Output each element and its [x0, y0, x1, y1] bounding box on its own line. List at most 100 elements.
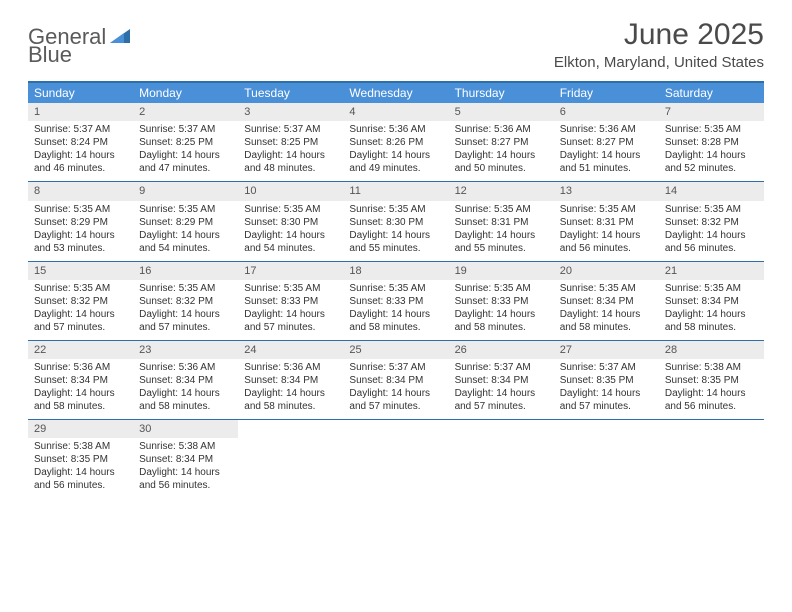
day-number: 26: [449, 341, 554, 359]
calendar-cell: 25Sunrise: 5:37 AMSunset: 8:34 PMDayligh…: [343, 340, 448, 419]
day-detail: Sunrise: 5:35 AMSunset: 8:32 PMDaylight:…: [659, 201, 764, 261]
day-number: 28: [659, 341, 764, 359]
day-number: 22: [28, 341, 133, 359]
day-detail: Sunrise: 5:36 AMSunset: 8:34 PMDaylight:…: [133, 359, 238, 419]
calendar-cell: 29Sunrise: 5:38 AMSunset: 8:35 PMDayligh…: [28, 420, 133, 499]
calendar-cell: 16Sunrise: 5:35 AMSunset: 8:32 PMDayligh…: [133, 261, 238, 340]
calendar-cell: 10Sunrise: 5:35 AMSunset: 8:30 PMDayligh…: [238, 182, 343, 261]
calendar-table: Sunday Monday Tuesday Wednesday Thursday…: [28, 81, 764, 498]
day-detail: Sunrise: 5:35 AMSunset: 8:33 PMDaylight:…: [343, 280, 448, 340]
calendar-cell: 8Sunrise: 5:35 AMSunset: 8:29 PMDaylight…: [28, 182, 133, 261]
brand-part2: Blue: [28, 42, 72, 67]
day-number: 15: [28, 262, 133, 280]
day-detail: Sunrise: 5:36 AMSunset: 8:27 PMDaylight:…: [554, 121, 659, 181]
calendar-cell: 28Sunrise: 5:38 AMSunset: 8:35 PMDayligh…: [659, 340, 764, 419]
day-detail: Sunrise: 5:36 AMSunset: 8:34 PMDaylight:…: [238, 359, 343, 419]
calendar-cell: 11Sunrise: 5:35 AMSunset: 8:30 PMDayligh…: [343, 182, 448, 261]
day-detail: Sunrise: 5:37 AMSunset: 8:34 PMDaylight:…: [449, 359, 554, 419]
calendar-row: 22Sunrise: 5:36 AMSunset: 8:34 PMDayligh…: [28, 340, 764, 419]
day-number: 19: [449, 262, 554, 280]
weekday-header: Tuesday: [238, 82, 343, 103]
day-number: 10: [238, 182, 343, 200]
day-detail: Sunrise: 5:35 AMSunset: 8:29 PMDaylight:…: [133, 201, 238, 261]
title-block: June 2025 Elkton, Maryland, United State…: [554, 18, 764, 71]
calendar-cell: 19Sunrise: 5:35 AMSunset: 8:33 PMDayligh…: [449, 261, 554, 340]
day-number: 21: [659, 262, 764, 280]
calendar-cell: 15Sunrise: 5:35 AMSunset: 8:32 PMDayligh…: [28, 261, 133, 340]
calendar-cell: 26Sunrise: 5:37 AMSunset: 8:34 PMDayligh…: [449, 340, 554, 419]
day-detail: Sunrise: 5:35 AMSunset: 8:33 PMDaylight:…: [449, 280, 554, 340]
day-number: 30: [133, 420, 238, 438]
calendar-cell: 13Sunrise: 5:35 AMSunset: 8:31 PMDayligh…: [554, 182, 659, 261]
day-number: 7: [659, 103, 764, 121]
day-detail: Sunrise: 5:35 AMSunset: 8:34 PMDaylight:…: [554, 280, 659, 340]
calendar-cell-empty: [554, 420, 659, 499]
calendar-cell: 12Sunrise: 5:35 AMSunset: 8:31 PMDayligh…: [449, 182, 554, 261]
day-detail: Sunrise: 5:35 AMSunset: 8:30 PMDaylight:…: [343, 201, 448, 261]
weekday-header-row: Sunday Monday Tuesday Wednesday Thursday…: [28, 82, 764, 103]
calendar-cell: 30Sunrise: 5:38 AMSunset: 8:34 PMDayligh…: [133, 420, 238, 499]
weekday-header: Wednesday: [343, 82, 448, 103]
calendar-cell: 27Sunrise: 5:37 AMSunset: 8:35 PMDayligh…: [554, 340, 659, 419]
brand-part2-wrap: Blue: [28, 42, 72, 68]
calendar-cell-empty: [343, 420, 448, 499]
day-detail: Sunrise: 5:36 AMSunset: 8:27 PMDaylight:…: [449, 121, 554, 181]
calendar-cell-empty: [659, 420, 764, 499]
day-detail: Sunrise: 5:37 AMSunset: 8:35 PMDaylight:…: [554, 359, 659, 419]
day-number: 9: [133, 182, 238, 200]
day-number: 16: [133, 262, 238, 280]
weekday-header: Sunday: [28, 82, 133, 103]
calendar-cell: 7Sunrise: 5:35 AMSunset: 8:28 PMDaylight…: [659, 103, 764, 182]
calendar-cell: 14Sunrise: 5:35 AMSunset: 8:32 PMDayligh…: [659, 182, 764, 261]
calendar-row: 1Sunrise: 5:37 AMSunset: 8:24 PMDaylight…: [28, 103, 764, 182]
day-number: 14: [659, 182, 764, 200]
calendar-cell: 22Sunrise: 5:36 AMSunset: 8:34 PMDayligh…: [28, 340, 133, 419]
day-number: 27: [554, 341, 659, 359]
day-number: 18: [343, 262, 448, 280]
calendar-row: 15Sunrise: 5:35 AMSunset: 8:32 PMDayligh…: [28, 261, 764, 340]
weekday-header: Friday: [554, 82, 659, 103]
calendar-cell: 21Sunrise: 5:35 AMSunset: 8:34 PMDayligh…: [659, 261, 764, 340]
calendar-cell: 23Sunrise: 5:36 AMSunset: 8:34 PMDayligh…: [133, 340, 238, 419]
day-detail: Sunrise: 5:38 AMSunset: 8:34 PMDaylight:…: [133, 438, 238, 498]
day-number: 20: [554, 262, 659, 280]
day-detail: Sunrise: 5:36 AMSunset: 8:26 PMDaylight:…: [343, 121, 448, 181]
day-number: 25: [343, 341, 448, 359]
day-number: 5: [449, 103, 554, 121]
day-number: 13: [554, 182, 659, 200]
day-detail: Sunrise: 5:35 AMSunset: 8:33 PMDaylight:…: [238, 280, 343, 340]
calendar-row: 8Sunrise: 5:35 AMSunset: 8:29 PMDaylight…: [28, 182, 764, 261]
day-detail: Sunrise: 5:35 AMSunset: 8:31 PMDaylight:…: [554, 201, 659, 261]
day-number: 29: [28, 420, 133, 438]
day-detail: Sunrise: 5:37 AMSunset: 8:34 PMDaylight:…: [343, 359, 448, 419]
weekday-header: Monday: [133, 82, 238, 103]
header: General June 2025 Elkton, Maryland, Unit…: [28, 18, 764, 71]
day-number: 1: [28, 103, 133, 121]
day-detail: Sunrise: 5:37 AMSunset: 8:25 PMDaylight:…: [238, 121, 343, 181]
day-detail: Sunrise: 5:35 AMSunset: 8:31 PMDaylight:…: [449, 201, 554, 261]
page-title: June 2025: [554, 18, 764, 52]
calendar-cell: 2Sunrise: 5:37 AMSunset: 8:25 PMDaylight…: [133, 103, 238, 182]
day-detail: Sunrise: 5:38 AMSunset: 8:35 PMDaylight:…: [28, 438, 133, 498]
day-detail: Sunrise: 5:37 AMSunset: 8:24 PMDaylight:…: [28, 121, 133, 181]
calendar-cell: 6Sunrise: 5:36 AMSunset: 8:27 PMDaylight…: [554, 103, 659, 182]
location-text: Elkton, Maryland, United States: [554, 54, 764, 71]
day-detail: Sunrise: 5:35 AMSunset: 8:28 PMDaylight:…: [659, 121, 764, 181]
day-detail: Sunrise: 5:37 AMSunset: 8:25 PMDaylight:…: [133, 121, 238, 181]
day-detail: Sunrise: 5:35 AMSunset: 8:32 PMDaylight:…: [133, 280, 238, 340]
day-number: 12: [449, 182, 554, 200]
calendar-cell: 5Sunrise: 5:36 AMSunset: 8:27 PMDaylight…: [449, 103, 554, 182]
calendar-cell: 9Sunrise: 5:35 AMSunset: 8:29 PMDaylight…: [133, 182, 238, 261]
calendar-cell: 1Sunrise: 5:37 AMSunset: 8:24 PMDaylight…: [28, 103, 133, 182]
weekday-header: Thursday: [449, 82, 554, 103]
day-number: 11: [343, 182, 448, 200]
day-detail: Sunrise: 5:38 AMSunset: 8:35 PMDaylight:…: [659, 359, 764, 419]
calendar-cell: 4Sunrise: 5:36 AMSunset: 8:26 PMDaylight…: [343, 103, 448, 182]
calendar-cell: 20Sunrise: 5:35 AMSunset: 8:34 PMDayligh…: [554, 261, 659, 340]
calendar-row: 29Sunrise: 5:38 AMSunset: 8:35 PMDayligh…: [28, 420, 764, 499]
day-number: 3: [238, 103, 343, 121]
calendar-cell-empty: [238, 420, 343, 499]
day-detail: Sunrise: 5:35 AMSunset: 8:34 PMDaylight:…: [659, 280, 764, 340]
day-number: 6: [554, 103, 659, 121]
day-number: 8: [28, 182, 133, 200]
